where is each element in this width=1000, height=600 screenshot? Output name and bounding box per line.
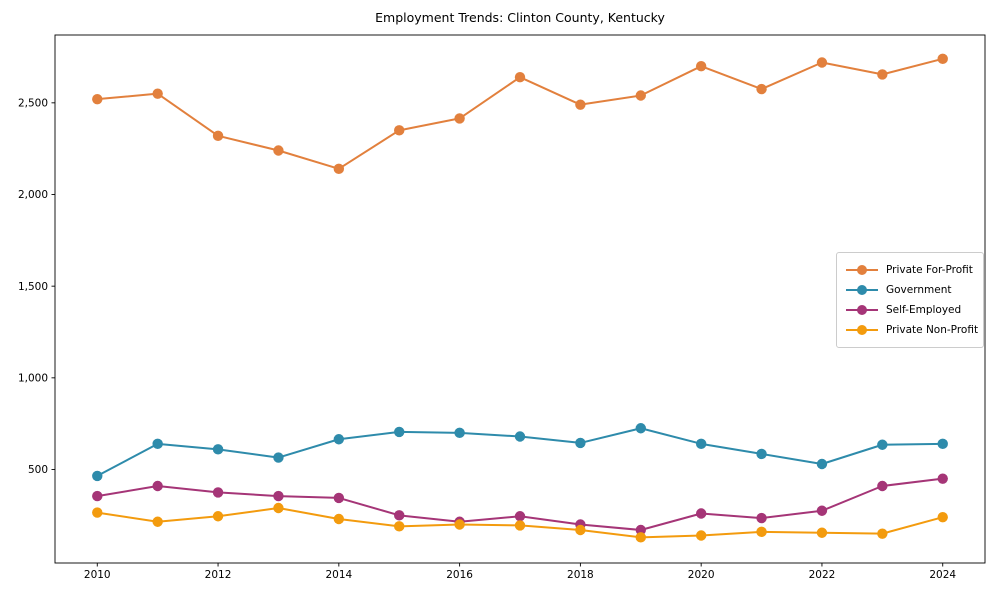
data-point: [756, 83, 767, 95]
legend-label: Self-Employed: [886, 304, 962, 316]
data-point: [816, 458, 828, 470]
legend-item: Private For-Profit: [846, 260, 974, 280]
x-tick-label: 2016: [446, 569, 473, 581]
legend-marker-sample: [857, 305, 867, 315]
legend-label: Private Non-Profit: [886, 324, 979, 336]
data-point: [333, 434, 345, 445]
data-point: [333, 163, 345, 175]
data-point: [514, 520, 526, 531]
data-point: [575, 99, 586, 110]
data-point: [212, 511, 224, 522]
data-point: [635, 423, 646, 434]
data-point: [937, 511, 948, 523]
data-point: [816, 57, 828, 68]
data-point: [695, 438, 707, 450]
data-point: [212, 130, 224, 142]
data-point: [333, 492, 345, 504]
data-point: [273, 490, 284, 502]
axes-spines: [54, 34, 986, 564]
legend-swatch: [846, 285, 878, 295]
data-point: [92, 507, 103, 518]
legend-item: Government: [846, 280, 974, 300]
data-point: [695, 508, 707, 519]
legend-swatch: [846, 325, 878, 335]
legend-marker-sample: [857, 285, 867, 295]
data-point: [877, 439, 888, 450]
x-tick-label: 2024: [929, 569, 956, 581]
data-point: [695, 60, 707, 72]
data-point: [937, 473, 948, 484]
data-point: [877, 480, 888, 492]
data-point: [635, 524, 646, 536]
data-point: [635, 90, 646, 101]
data-point: [816, 505, 828, 516]
data-point: [575, 437, 586, 449]
data-point: [937, 53, 948, 65]
legend-item: Private Non-Profit: [846, 320, 978, 340]
data-point: [514, 511, 526, 522]
data-point: [575, 524, 586, 536]
data-point: [92, 470, 103, 482]
data-point: [333, 513, 345, 525]
legend-swatch: [846, 305, 878, 315]
y-tick-label: 2,000: [18, 189, 48, 201]
data-point: [394, 426, 405, 438]
x-tick-label: 2018: [567, 569, 594, 581]
data-point: [454, 113, 465, 124]
data-point: [514, 71, 526, 83]
data-point: [454, 427, 465, 439]
data-point: [635, 532, 646, 543]
data-point: [212, 444, 224, 455]
data-point: [695, 530, 707, 541]
legend-item: Self-Employed: [846, 300, 974, 320]
data-point: [756, 526, 767, 538]
data-point: [273, 502, 284, 514]
legend-swatch: [846, 265, 878, 275]
data-point: [212, 487, 224, 498]
data-point: [877, 69, 888, 80]
data-point: [454, 519, 465, 530]
data-point: [816, 527, 828, 538]
x-tick-label: 2010: [84, 569, 111, 581]
y-tick-label: 500: [28, 464, 48, 476]
x-tick-label: 2014: [325, 569, 352, 581]
x-tick-label: 2020: [688, 569, 715, 581]
y-tick-label: 1,500: [18, 281, 48, 293]
legend-label: Private For-Profit: [886, 264, 973, 276]
data-point: [273, 452, 284, 463]
data-point: [756, 448, 767, 460]
data-point: [152, 480, 163, 492]
data-point: [92, 490, 103, 502]
data-point: [152, 88, 163, 99]
data-point: [394, 510, 405, 521]
data-point: [514, 431, 526, 442]
data-point: [394, 125, 405, 136]
data-point: [394, 521, 405, 532]
data-point: [152, 516, 163, 527]
legend-marker-sample: [857, 265, 867, 275]
legend-label: Government: [886, 284, 952, 296]
data-point: [877, 528, 888, 539]
y-tick-label: 2,500: [18, 98, 48, 110]
y-tick-label: 1,000: [18, 373, 48, 385]
data-point: [152, 438, 163, 450]
x-tick-label: 2022: [809, 569, 836, 581]
data-point: [756, 512, 767, 524]
x-tick-label: 2012: [205, 569, 232, 581]
chart-title: Employment Trends: Clinton County, Kentu…: [375, 10, 665, 25]
legend-marker-sample: [857, 325, 867, 335]
data-point: [273, 145, 284, 156]
data-point: [937, 438, 948, 450]
data-point: [92, 93, 103, 105]
legend: Private For-Profit Government Self-Employe…: [836, 252, 984, 348]
